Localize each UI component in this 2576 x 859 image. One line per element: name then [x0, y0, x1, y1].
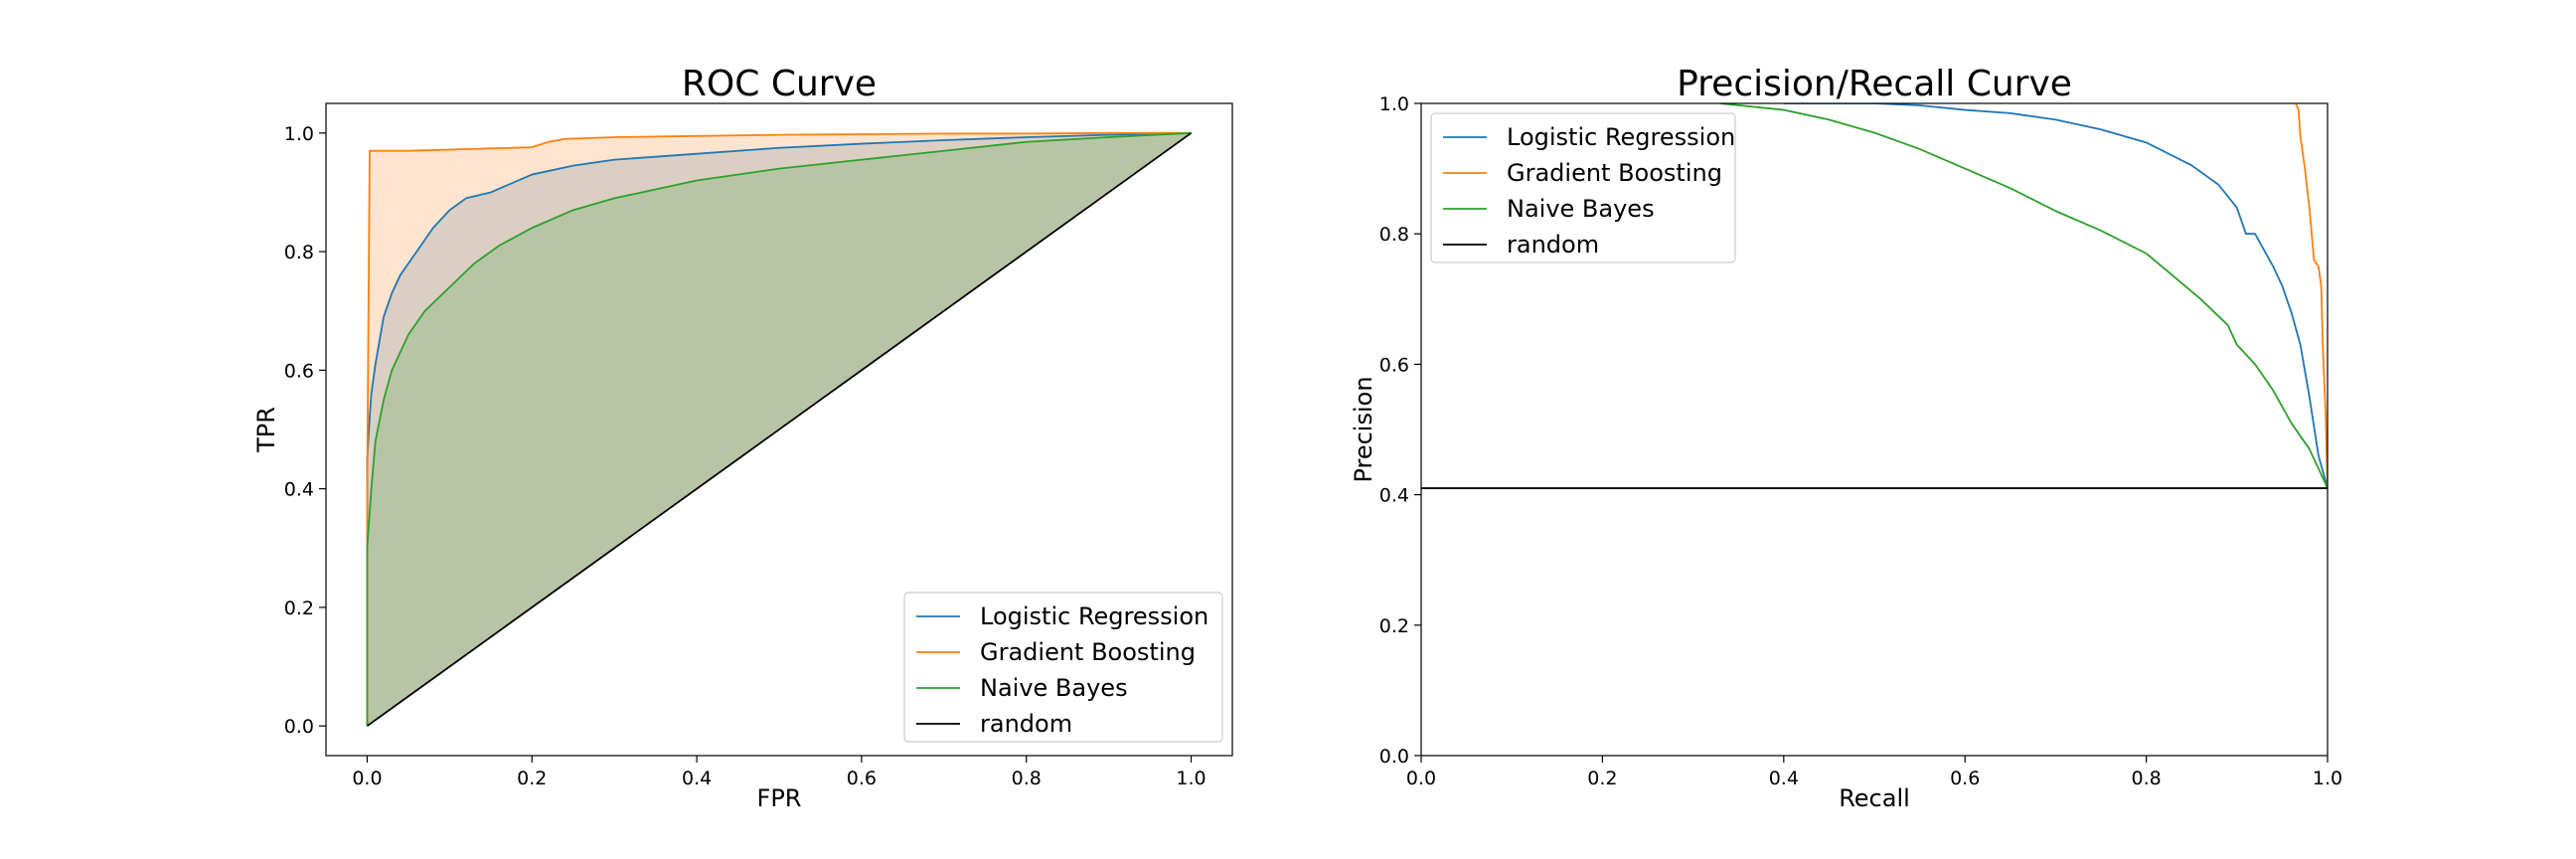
roc-curves	[366, 131, 1193, 727]
pr-line-gradient-boosting	[2295, 103, 2328, 489]
pr-y-axis-label: Precision	[1350, 376, 1377, 482]
pr-chart-title: Precision/Recall Curve	[1677, 64, 2072, 104]
roc-line-random	[366, 132, 1193, 727]
roc-legend-label: Logistic Regression	[980, 602, 1208, 630]
roc-plot-frame	[325, 102, 1233, 757]
pr-y-tick-label: 0.2	[1379, 615, 1409, 637]
pr-x-tick-label: 0.2	[1587, 768, 1617, 789]
roc-x-tick-label: 0.4	[682, 768, 712, 789]
roc-x-tick-label: 1.0	[1176, 768, 1206, 789]
pr-x-tick-label: 0.6	[1950, 768, 1980, 789]
pr-x-tick-label: 0.4	[1769, 768, 1799, 789]
pr-y-tick-label: 0.0	[1379, 746, 1409, 768]
pr-curves	[1421, 103, 2328, 489]
roc-y-tick-label: 0.4	[284, 479, 314, 501]
pr-y-tick-label: 0.6	[1379, 354, 1409, 376]
pr-legend-label: Naive Bayes	[1507, 195, 1655, 223]
roc-y-axis-label: TPR	[252, 407, 280, 453]
pr-y-ticks: 0.0 0.2 0.4 0.6 0.8 1.0	[1379, 93, 1421, 768]
roc-x-tick-label: 0.6	[847, 768, 877, 789]
roc-y-tick-label: 1.0	[284, 123, 314, 145]
pr-line-logistic-regression	[1783, 103, 2328, 489]
pr-legend-label: Logistic Regression	[1507, 123, 1735, 151]
pr-legend-box	[1430, 112, 1736, 263]
roc-y-tick-label: 0.6	[284, 360, 314, 382]
roc-x-axis-label: FPR	[757, 784, 802, 812]
roc-x-tick-label: 0.8	[1012, 768, 1042, 789]
pr-chart: Precision/Recall Curve Recall Precision …	[1350, 64, 2342, 812]
roc-x-tick-label: 0.0	[352, 768, 382, 789]
pr-line-naive-bayes	[1719, 103, 2328, 489]
pr-legend: Logistic Regression Gradient Boosting Naiv…	[1430, 112, 1736, 263]
roc-y-tick-label: 0.8	[284, 242, 314, 263]
roc-legend-box	[903, 592, 1223, 743]
pr-y-tick-label: 0.4	[1379, 485, 1409, 507]
pr-plot-frame	[1420, 102, 2329, 757]
pr-x-tick-label: 1.0	[2313, 768, 2342, 789]
pr-x-tick-label: 0.8	[2131, 768, 2161, 789]
pr-legend-label: random	[1507, 231, 1599, 258]
roc-y-tick-label: 0.0	[284, 716, 314, 738]
roc-line-naive-bayes	[366, 131, 1192, 727]
roc-line-gradient-boosting	[366, 131, 1192, 727]
roc-y-tick-label: 0.2	[284, 598, 314, 619]
pr-y-tick-label: 1.0	[1379, 93, 1409, 115]
roc-legend: Logistic Regression Gradient Boosting Naiv…	[903, 592, 1223, 743]
pr-legend-label: Gradient Boosting	[1507, 159, 1722, 187]
pr-x-axis-label: Recall	[1839, 784, 1910, 812]
roc-legend-label: Naive Bayes	[980, 674, 1128, 702]
pr-x-tick-label: 0.0	[1406, 768, 1436, 789]
roc-legend-label: Gradient Boosting	[980, 638, 1196, 666]
roc-chart-title: ROC Curve	[682, 64, 877, 104]
pr-x-ticks: 0.0 0.2 0.4 0.6 0.8 1.0	[1406, 756, 2342, 789]
roc-x-tick-label: 0.2	[517, 768, 547, 789]
pr-y-tick-label: 0.8	[1379, 224, 1409, 246]
roc-x-ticks: 0.0 0.2 0.4 0.6 0.8 1.0	[352, 756, 1207, 789]
roc-line-logistic-regression	[366, 131, 1192, 727]
roc-y-ticks: 0.0 0.2 0.4 0.6 0.8 1.0	[284, 123, 326, 738]
roc-legend-label: random	[980, 710, 1072, 738]
roc-chart: ROC Curve FPR TPR 0.0 0.2 0.4 0.6 0.8 1.0 0.0…	[252, 64, 1233, 812]
